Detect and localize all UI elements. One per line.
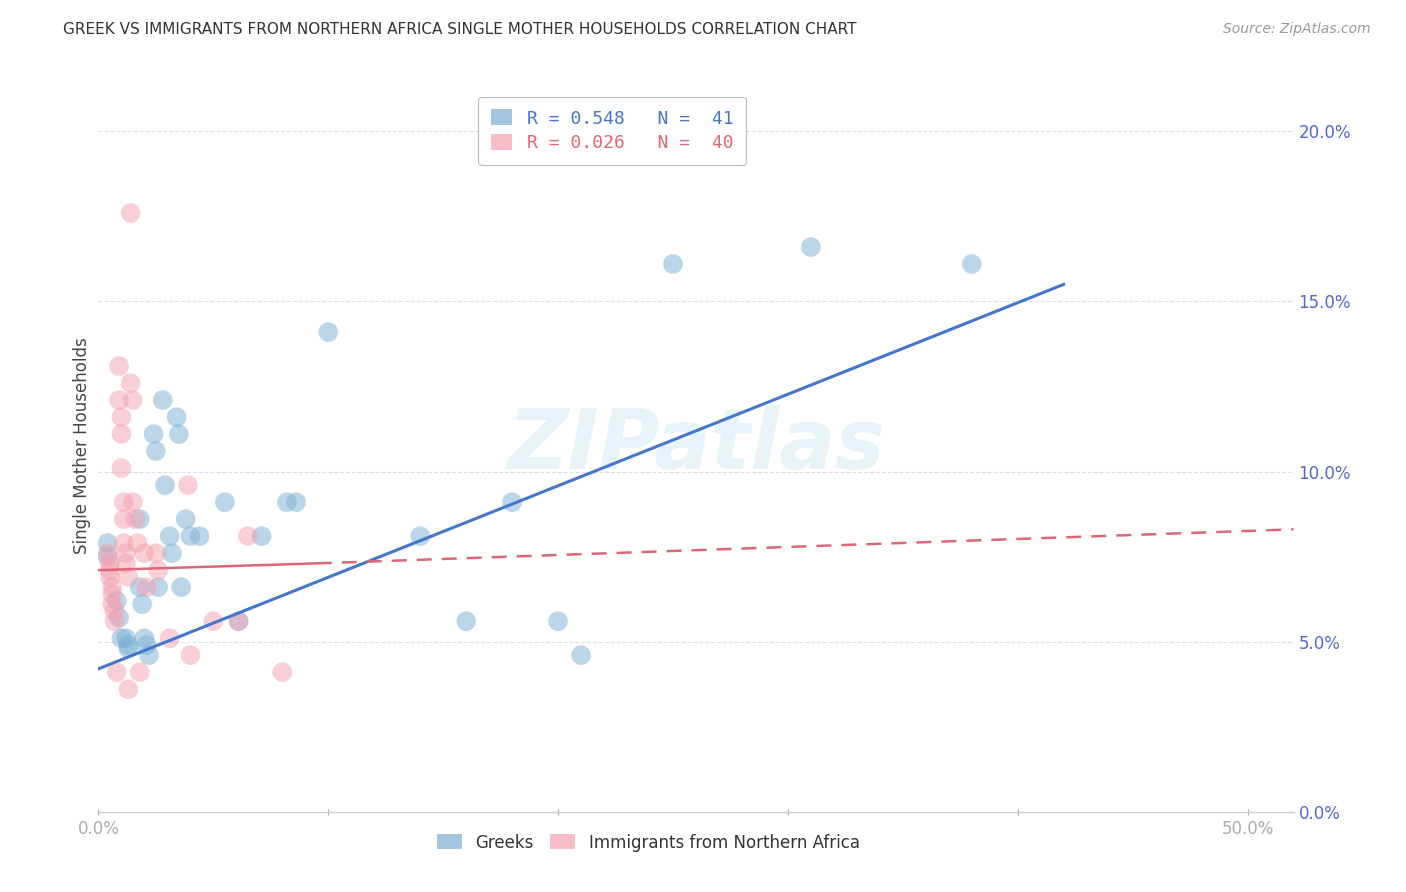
Point [177,478,200,492]
Point [97,546,120,560]
Point [148,580,170,594]
Point [569,648,592,663]
Point [127,536,149,550]
Point [960,257,983,271]
Point [105,665,128,680]
Point [170,580,193,594]
Point [112,512,135,526]
Legend: Greeks, Immigrants from Northern Africa: Greeks, Immigrants from Northern Africa [430,827,866,858]
Point [145,546,167,560]
Point [152,393,174,408]
Point [105,594,128,608]
Text: GREEK VS IMMIGRANTS FROM NORTHERN AFRICA SINGLE MOTHER HOUSEHOLDS CORRELATION CH: GREEK VS IMMIGRANTS FROM NORTHERN AFRICA… [63,22,856,37]
Point [135,638,157,652]
Point [456,614,478,628]
Point [285,495,308,509]
Point [103,614,125,628]
Point [110,461,132,475]
Point [135,580,157,594]
Point [276,495,298,509]
Point [148,563,170,577]
Point [108,393,131,408]
Point [142,427,165,442]
Point [250,529,273,543]
Point [179,529,201,543]
Text: ZIPatlas: ZIPatlas [508,406,884,486]
Point [122,495,145,509]
Point [98,563,121,577]
Point [188,529,211,543]
Point [98,570,121,584]
Point [214,495,236,509]
Point [115,546,138,560]
Point [122,393,145,408]
Point [124,512,146,526]
Point [316,325,339,339]
Point [160,546,183,560]
Point [159,529,181,543]
Point [159,631,181,645]
Point [97,536,120,550]
Point [101,597,124,611]
Point [174,512,197,526]
Point [145,444,167,458]
Point [134,546,156,560]
Point [117,638,139,652]
Point [409,529,432,543]
Point [112,495,135,509]
Point [138,648,160,663]
Point [110,427,132,442]
Point [166,410,188,425]
Point [167,427,190,442]
Point [134,631,156,645]
Point [97,549,120,564]
Point [103,604,125,618]
Point [179,648,201,663]
Point [800,240,823,254]
Point [228,614,250,628]
Point [228,614,250,628]
Y-axis label: Single Mother Households: Single Mother Households [73,338,91,554]
Point [108,611,131,625]
Point [101,580,124,594]
Point [98,557,121,571]
Point [117,682,139,697]
Point [120,376,142,390]
Point [101,587,124,601]
Point [271,665,294,680]
Point [501,495,523,509]
Point [117,641,139,656]
Point [117,570,139,584]
Point [202,614,225,628]
Point [110,410,132,425]
Point [153,478,176,492]
Point [131,597,153,611]
Point [128,512,150,526]
Point [128,665,150,680]
Point [115,557,138,571]
Text: Source: ZipAtlas.com: Source: ZipAtlas.com [1223,22,1371,37]
Point [110,631,132,645]
Point [547,614,569,628]
Point [120,206,142,220]
Point [128,580,150,594]
Point [115,631,138,645]
Point [108,359,131,373]
Point [112,536,135,550]
Point [662,257,685,271]
Point [236,529,259,543]
